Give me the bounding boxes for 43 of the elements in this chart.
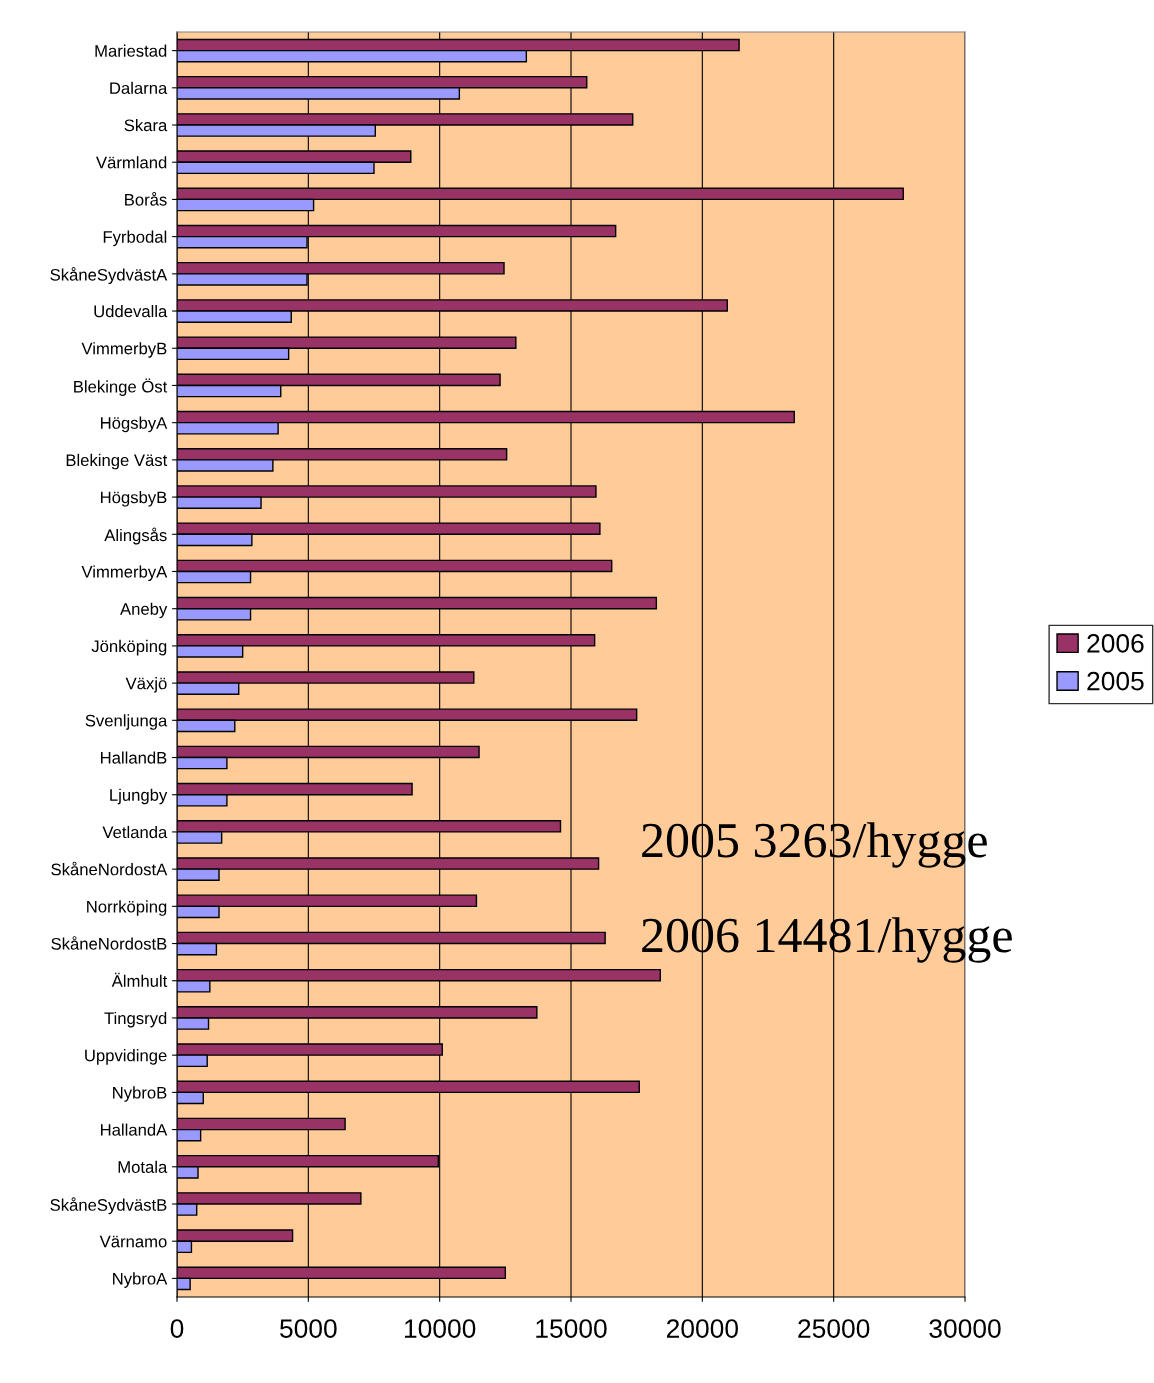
- legend-label: 2006: [1087, 634, 1144, 653]
- y-tick-label: Mariestad: [95, 44, 167, 57]
- x-tick-label: 25000: [798, 1319, 870, 1338]
- y-tick-label: SkåneNordostB: [51, 936, 167, 950]
- x-tick-label: 10000: [404, 1319, 476, 1338]
- x-tick-label: 0: [170, 1319, 184, 1338]
- y-tick-label: Norrköping: [87, 900, 167, 916]
- y-tick-label: Dalarna: [110, 81, 168, 95]
- y-tick-label: Tingsryd: [104, 1011, 167, 1028]
- y-tick-label: Älmhult: [111, 972, 168, 987]
- y-tick-label: Vetlanda: [102, 825, 168, 839]
- y-tick-label: NybroB: [113, 1086, 167, 1102]
- legend-label: 2005: [1087, 671, 1144, 691]
- x-tick-label: 30000: [929, 1319, 1001, 1338]
- y-tick-label: Blekinge Öst: [74, 378, 168, 396]
- y-tick-label: SkåneSydvästB: [50, 1197, 167, 1215]
- y-tick-label: HögsbyB: [101, 491, 167, 507]
- y-tick-label: VimmerbyB: [81, 342, 167, 358]
- y-tick-label: HallandB: [101, 751, 167, 764]
- y-tick-label: Uddevalla: [94, 305, 168, 318]
- y-tick-label: Blekinge Väst: [66, 453, 168, 470]
- y-tick-label: Ljungby: [110, 788, 168, 805]
- y-tick-label: Alingsås: [104, 527, 167, 545]
- y-tick-label: Växjö: [125, 677, 167, 693]
- y-tick-label: NybroA: [113, 1272, 168, 1288]
- y-tick-label: Värnamo: [99, 1235, 167, 1248]
- y-tick-label: Motala: [118, 1160, 168, 1173]
- y-tick-label: Värmland: [96, 156, 167, 169]
- y-tick-label: Jönköping: [91, 639, 167, 656]
- x-tick-label: 15000: [536, 1319, 607, 1338]
- y-tick-label: Fyrbodal: [103, 230, 167, 247]
- x-tick-label: 20000: [666, 1319, 738, 1338]
- y-tick-label: HögsbyA: [101, 416, 168, 433]
- y-tick-label: Aneby: [120, 602, 168, 619]
- y-tick-label: SkåneNordostA: [51, 861, 168, 876]
- y-tick-label: SkåneSydvästA: [50, 267, 168, 285]
- y-tick-label: HallandA: [101, 1123, 168, 1136]
- y-tick-label: Skara: [124, 118, 168, 132]
- y-tick-label: VimmerbyA: [81, 565, 168, 581]
- y-tick-label: Svenljunga: [85, 714, 168, 730]
- y-tick-label: Uppvidinge: [85, 1049, 167, 1065]
- x-tick-label: 5000: [280, 1319, 337, 1338]
- y-tick-label: Borås: [125, 192, 167, 206]
